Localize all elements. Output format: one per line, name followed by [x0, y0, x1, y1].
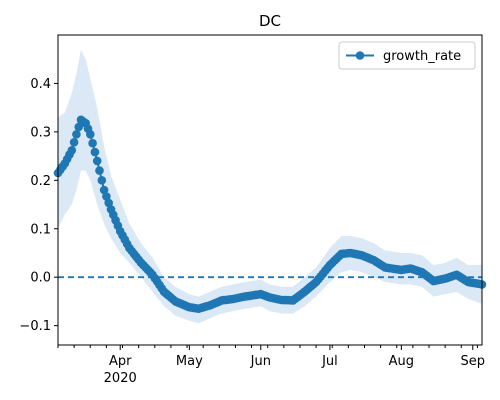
x-tick-label: Jun: [250, 354, 271, 369]
y-tick-label: 0.1: [30, 222, 51, 237]
x-tick-label: Apr: [109, 354, 132, 369]
chart-title: DC: [259, 12, 281, 30]
data-point: [86, 130, 95, 139]
data-point: [97, 176, 107, 185]
data-point: [92, 156, 102, 166]
data-point: [69, 138, 79, 147]
legend-label: growth_rate: [383, 49, 461, 64]
plot-frame: [57, 34, 483, 346]
legend: growth_rate: [338, 41, 476, 70]
data-point: [72, 130, 81, 139]
y-tick-label: 0.3: [30, 125, 51, 140]
axes-layer: −0.1 0.0 0.1 0.2 0.3 0.4 Apr 2020 May Jun Jul Aug Se…: [19, 34, 486, 386]
x-tick-label: Aug: [389, 354, 414, 369]
data-point: [104, 198, 113, 208]
x-tick-label: Sep: [461, 354, 486, 369]
x-tick-sublabel: 2020: [104, 371, 137, 386]
data-point: [67, 146, 77, 155]
data-point: [88, 138, 97, 148]
confidence-band: [58, 49, 482, 324]
data-point: [99, 185, 109, 195]
data-point: [90, 147, 100, 157]
legend-marker-swatch: [355, 51, 365, 60]
data-point: [95, 166, 104, 175]
y-tick-label: 0.0: [30, 271, 51, 286]
y-tick-label: 0.2: [30, 174, 51, 189]
y-tick-label: −0.1: [19, 319, 51, 334]
legend-box: [338, 41, 476, 70]
confidence-band-layer: [58, 49, 482, 324]
x-tick-label: Jul: [321, 354, 338, 369]
series-points-layer: [53, 115, 487, 314]
x-tick-label: May: [176, 354, 203, 369]
y-tick-label: 0.4: [30, 77, 51, 92]
